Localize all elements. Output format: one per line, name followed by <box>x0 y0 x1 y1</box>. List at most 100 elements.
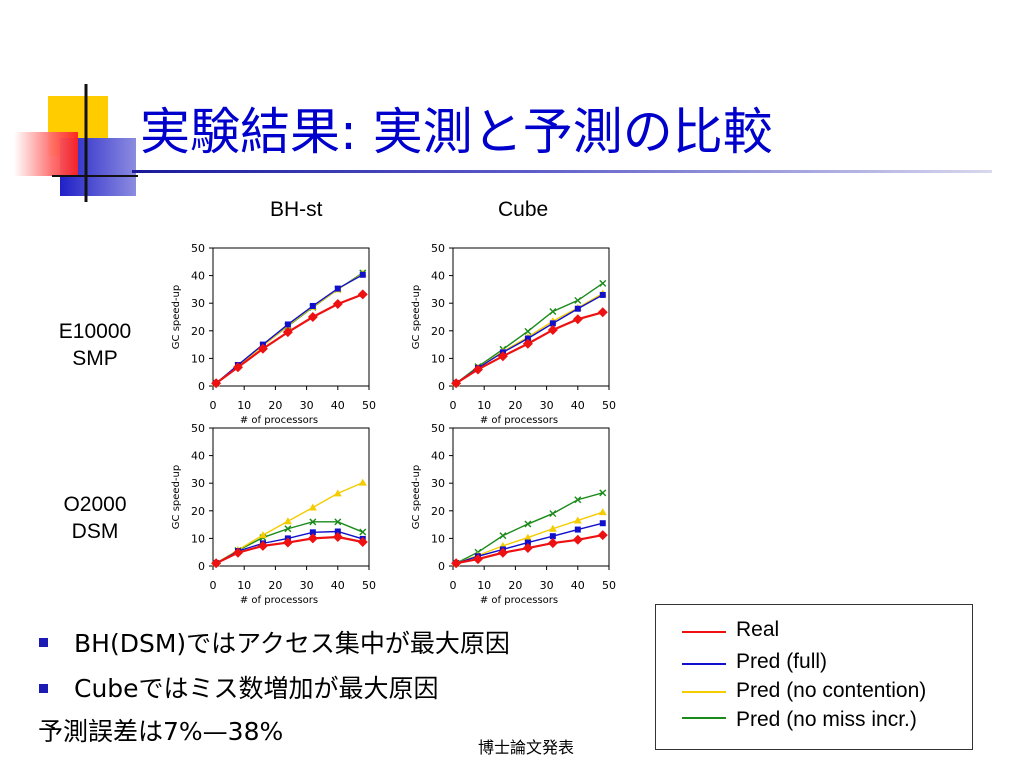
bullet-text-1: BH(DSM)ではアクセス集中が最大原因 <box>74 629 510 658</box>
row-label-o2000: O2000 DSM <box>45 491 145 545</box>
data-point-real <box>497 351 508 362</box>
data-point-real <box>451 558 462 569</box>
row-label-line-2: SMP <box>72 347 118 370</box>
y-tick-label: 0 <box>438 380 445 393</box>
data-point-pred-no-miss-incr <box>574 496 582 504</box>
y-tick-label: 30 <box>191 477 205 490</box>
y-tick-label: 0 <box>198 380 205 393</box>
bullet-marker <box>39 684 48 693</box>
x-tick-label: 30 <box>300 579 314 592</box>
plot-frame <box>452 427 610 567</box>
row-label-line-1: O2000 <box>63 493 127 516</box>
y-tick-label: 40 <box>191 270 205 283</box>
data-point-real <box>497 547 508 558</box>
data-point-real <box>451 378 462 389</box>
x-tick-label: 30 <box>540 399 554 412</box>
x-tick-label: 20 <box>268 399 282 412</box>
legend-label-pred-no-miss-incr: Pred (no miss incr.) <box>736 708 917 731</box>
data-point-pred-no-miss-incr <box>524 327 532 335</box>
column-label-bh-st: BH-st <box>270 198 323 221</box>
data-point-pred-full <box>549 533 556 540</box>
data-point-pred-no-contention <box>333 489 342 497</box>
x-tick-label: 20 <box>508 579 522 592</box>
data-point-real <box>232 547 243 558</box>
note-text: 予測誤差は7%—38% <box>38 717 284 746</box>
x-axis-label: # of processors <box>480 415 558 426</box>
y-tick-label: 40 <box>431 270 445 283</box>
data-point-real <box>597 530 608 541</box>
x-tick-label: 20 <box>268 579 282 592</box>
row-label-line-2: DSM <box>71 520 119 543</box>
data-point-pred-full <box>549 320 556 327</box>
data-point-real <box>257 540 268 551</box>
legend-label-pred-full: Pred (full) <box>736 650 828 673</box>
y-tick-label: 50 <box>191 422 205 435</box>
row-label-line-1: E10000 <box>58 320 132 343</box>
chart-bh-st-e10000: 0 10 20 30 40 50 0 10 20 30 40 50 # of processors GC … <box>171 242 376 426</box>
y-tick-label: 30 <box>431 297 445 310</box>
x-tick-label: 50 <box>362 399 376 412</box>
x-tick-label: 10 <box>477 579 491 592</box>
data-point-pred-no-miss-incr <box>334 518 342 526</box>
data-point-real <box>232 362 243 373</box>
data-point-real <box>547 538 558 549</box>
x-tick-label: 30 <box>300 399 314 412</box>
data-point-pred-full <box>284 321 291 328</box>
data-point-pred-no-miss-incr <box>549 510 557 518</box>
row-label-e10000: E10000 SMP <box>45 318 145 372</box>
y-tick-label: 20 <box>191 505 205 518</box>
y-tick-label: 0 <box>198 560 205 573</box>
x-axis-label: # of processors <box>240 595 318 606</box>
chart-bh-st-o2000: 0 10 20 30 40 50 0 10 20 30 40 50 # of processors GC … <box>171 422 376 606</box>
data-point-real <box>522 543 533 554</box>
corner-logo-icon <box>14 84 138 202</box>
plot-frame <box>452 247 610 387</box>
legend-label-pred-no-contention: Pred (no contention) <box>736 679 927 702</box>
data-point-pred-no-miss-incr <box>599 489 607 497</box>
legend-swatch-pred-no-contention <box>682 691 726 693</box>
y-tick-label: 30 <box>191 297 205 310</box>
x-tick-label: 40 <box>331 399 345 412</box>
bullet-text-2: Cubeではミス数増加が最大原因 <box>74 674 439 703</box>
data-point-pred-no-miss-incr <box>524 520 532 528</box>
data-point-pred-no-contention <box>573 516 582 524</box>
y-tick-label: 50 <box>191 242 205 255</box>
data-point-real <box>572 534 583 545</box>
data-point-real <box>472 554 483 565</box>
data-point-pred-full <box>599 520 606 527</box>
data-point-pred-no-contention <box>598 508 607 516</box>
x-tick-label: 10 <box>477 399 491 412</box>
y-tick-label: 10 <box>431 532 445 545</box>
x-tick-label: 0 <box>450 399 457 412</box>
y-tick-label: 20 <box>191 325 205 338</box>
title-underline <box>132 170 992 173</box>
data-point-pred-no-contention <box>358 478 367 486</box>
data-point-pred-full <box>599 291 606 298</box>
data-point-real <box>472 364 483 375</box>
x-tick-label: 40 <box>571 399 585 412</box>
x-axis-label: # of processors <box>480 595 558 606</box>
legend-swatch-pred-no-miss-incr <box>682 717 726 719</box>
data-point-real <box>597 307 608 318</box>
data-point-pred-no-miss-incr <box>359 528 367 536</box>
data-point-real <box>307 533 318 544</box>
data-point-pred-full <box>334 285 341 292</box>
data-point-real <box>332 532 343 543</box>
data-point-pred-no-miss-incr <box>499 532 507 540</box>
data-point-real <box>332 299 343 310</box>
data-point-pred-no-contention <box>548 524 557 532</box>
data-point-pred-no-contention <box>308 503 317 511</box>
data-point-real <box>522 338 533 349</box>
x-tick-label: 0 <box>210 399 217 412</box>
y-tick-label: 30 <box>431 477 445 490</box>
data-point-real <box>572 314 583 325</box>
data-point-pred-no-contention <box>523 533 532 541</box>
x-tick-label: 50 <box>602 399 616 412</box>
plot-frame <box>212 427 370 567</box>
data-point-pred-no-miss-incr <box>599 279 607 287</box>
plot-frame <box>212 247 370 387</box>
data-point-real <box>307 312 318 322</box>
y-tick-label: 40 <box>191 450 205 463</box>
y-axis-label: GC speed-up <box>171 285 182 349</box>
legend-swatch-real <box>682 631 726 633</box>
